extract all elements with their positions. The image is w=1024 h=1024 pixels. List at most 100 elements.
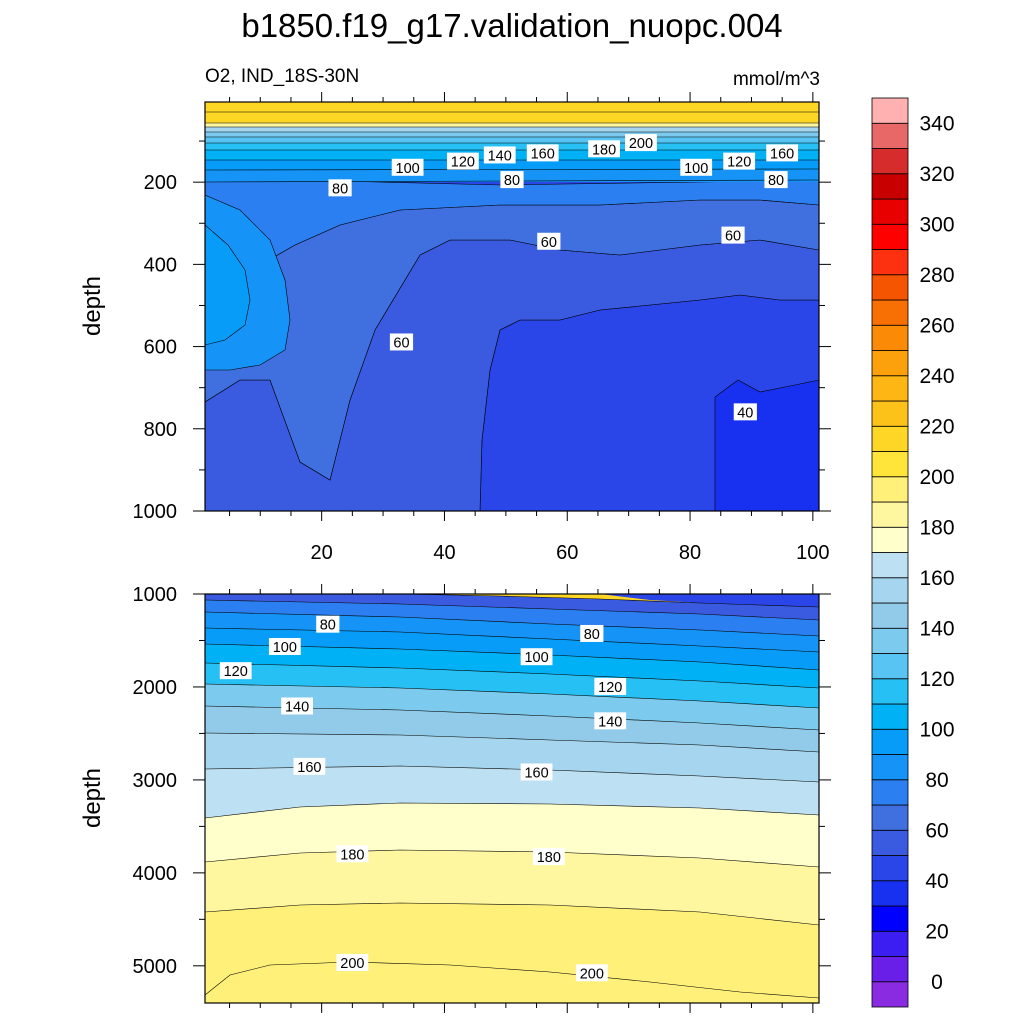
colorbar-label: 80: [925, 769, 948, 792]
colorbar-swatch: [871, 451, 909, 478]
colorbar-swatch: [871, 148, 909, 175]
contour-label: 180: [532, 848, 565, 866]
contour-label-bg: [336, 954, 369, 972]
colorbar-swatch: [871, 299, 909, 326]
colorbar-label: 180: [919, 516, 954, 539]
contour-label: 100: [391, 158, 424, 177]
colorbar-swatch: [871, 173, 909, 200]
contour-label-text: 180: [340, 847, 364, 863]
y-tick-label: 2000: [133, 677, 178, 699]
contour-label-bg: [526, 144, 559, 162]
contour-label-bg: [532, 848, 565, 866]
contour-label-bg: [764, 171, 788, 189]
contour-label: 100: [268, 637, 301, 656]
contour-label: 160: [766, 144, 799, 162]
colorbar-swatch: [871, 880, 909, 907]
colorbar-swatch: [871, 981, 909, 1008]
contour-label: 100: [520, 648, 553, 666]
y-tick-label: 200: [144, 172, 177, 194]
contour-label-text: 100: [524, 650, 548, 666]
contour-label-text: 120: [451, 155, 475, 171]
y-tick-label: 5000: [133, 956, 178, 978]
x-tick-label: 40: [433, 542, 455, 564]
y-tick-label: 1000: [133, 584, 178, 606]
contour-label: 200: [625, 134, 657, 152]
contour-label-bg: [625, 134, 657, 152]
contour-label: 80: [764, 171, 788, 189]
colorbar-swatch: [871, 956, 909, 983]
x-tick-label: 100: [796, 542, 829, 564]
contour-label-bg: [723, 152, 756, 170]
upper-y-axis-label: depth: [79, 276, 106, 336]
contour-label-bg: [281, 697, 313, 715]
colorbar-swatch: [871, 678, 909, 705]
contour-label-text: 140: [285, 699, 309, 715]
contour-label-bg: [391, 158, 424, 176]
colorbar-swatch: [871, 905, 909, 932]
contour-label: 40: [733, 403, 757, 421]
colorbar-swatch: [871, 930, 909, 957]
colorbar-label: 140: [919, 617, 954, 640]
contour-label-bg: [328, 179, 352, 197]
variable-region-label: O2, IND_18S-30N: [205, 66, 359, 87]
colorbar-swatch: [871, 476, 909, 503]
y-tick-label: 3000: [133, 770, 178, 792]
lower-panel-plot: [205, 594, 819, 1003]
contour-label: 60: [721, 226, 745, 245]
contour-label: 140: [281, 697, 313, 715]
contour-label-text: 80: [584, 627, 600, 643]
contour-label-text: 60: [725, 229, 741, 245]
contour-label-text: 140: [598, 714, 622, 730]
upper-panel-frame: [204, 101, 820, 512]
colorbar-label: 220: [919, 415, 954, 438]
colorbar-swatch: [871, 829, 909, 856]
colorbar-swatch: [871, 223, 909, 250]
contour-label-text: 200: [580, 966, 604, 982]
contour-label-bg: [588, 140, 620, 158]
contour-label: 140: [594, 712, 627, 730]
contour-label-text: 120: [727, 155, 751, 171]
chart-title: b1850.f19_g17.validation_nuopc.004: [241, 7, 782, 44]
contour-label: 60: [537, 232, 561, 251]
colorbar-swatch: [871, 552, 909, 579]
contour-label-bg: [389, 333, 414, 351]
contour-label-text: 60: [541, 235, 557, 251]
colorbar-label: 60: [925, 819, 948, 842]
contour-label: 100: [680, 158, 713, 177]
upper-contour-labels: 200 180 160 160 140 120 120 100 100 80 80 80 60 60 60 4…: [328, 134, 799, 421]
colorbar-swatch: [871, 526, 909, 553]
contour-label: 140: [483, 146, 516, 164]
contour-label-text: 160: [297, 760, 321, 776]
colorbar-swatch: [871, 425, 909, 452]
contour-label: 80: [500, 171, 524, 189]
contour-label-text: 100: [396, 161, 420, 177]
contour-label: 180: [336, 845, 369, 863]
contour-label: 200: [336, 954, 369, 972]
colorbar-swatch: [871, 577, 909, 604]
contour-label: 80: [328, 179, 352, 197]
colorbar-label: 240: [919, 365, 954, 388]
contour-label: 120: [446, 152, 479, 171]
contour-label-bg: [594, 712, 627, 730]
contour-label: 120: [723, 152, 756, 171]
y-tick-label: 400: [144, 254, 177, 276]
units-label: mmol/m^3: [733, 69, 820, 90]
upper-axes: 20 40 60 80 100 200 400 600 800 1000: [133, 92, 831, 564]
x-tick-label: 20: [311, 542, 333, 564]
contour-label-bg: [446, 152, 479, 170]
colorbar-swatch: [871, 375, 909, 402]
colorbar-label: 40: [925, 870, 948, 893]
colorbar-swatch: [871, 703, 909, 730]
contour-label-text: 80: [332, 181, 348, 197]
colorbar-label: 100: [919, 718, 954, 741]
contour-fill-100: [205, 224, 251, 346]
colorbar-label: 160: [919, 567, 954, 590]
y-tick-label: 1000: [133, 501, 178, 523]
contour-label: 80: [580, 624, 604, 643]
contour-label-bg: [721, 226, 745, 244]
colorbar-swatch: [871, 198, 909, 225]
colorbar-swatch: [871, 855, 909, 882]
contour-label: 80: [316, 615, 340, 634]
contour-fill-80: [205, 179, 819, 331]
contour-label-text: 80: [504, 173, 520, 189]
